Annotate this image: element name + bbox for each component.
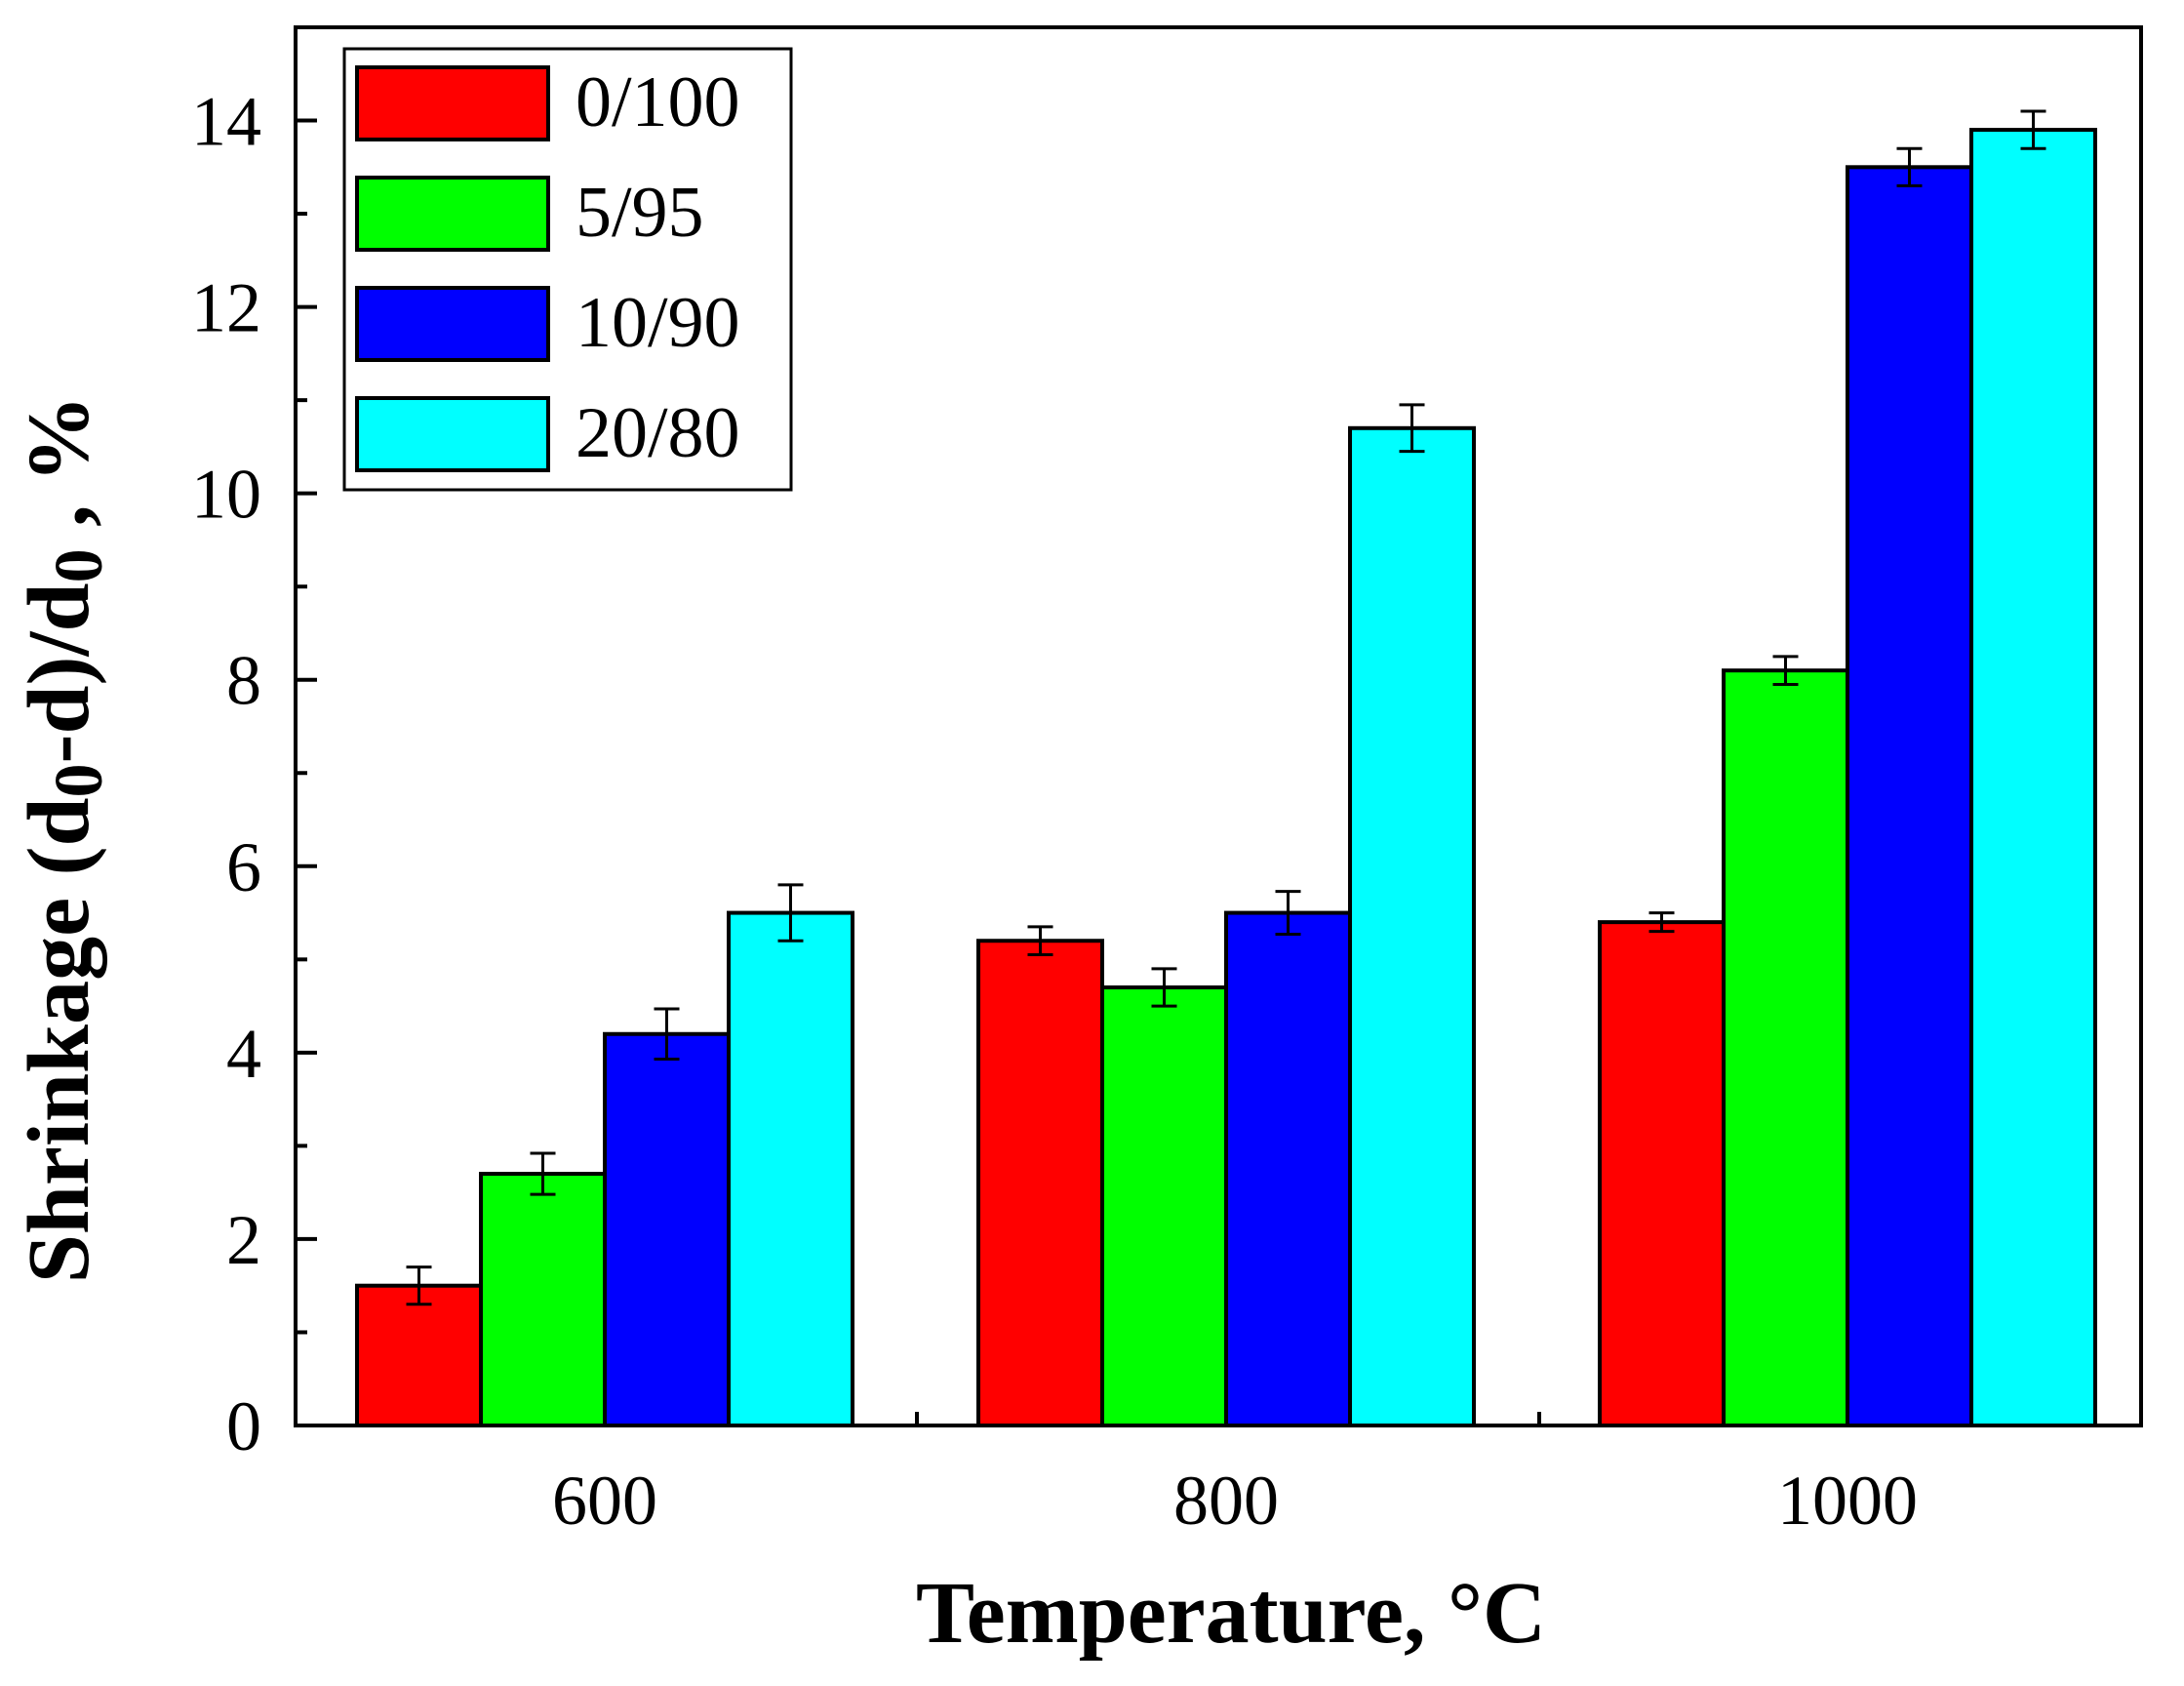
error-bar-20-80-800 [1399,403,1425,454]
bar-5-95-1000 [1722,668,1849,1427]
bar-0-100-1000 [1598,920,1726,1427]
y-tick-label: 0 [226,1387,261,1465]
legend-swatch-0-100 [355,65,550,141]
legend-swatch-20-80 [355,396,550,472]
x-tick-label-1000: 1000 [1777,1462,1918,1540]
y-axis-title: Shrinkage (d0-d)/d0 , % [11,395,117,1283]
bar-5-95-600 [479,1172,607,1428]
legend-label-20-80: 20/80 [576,393,740,473]
error-bar-10-90-1000 [1896,146,1923,187]
y-tick-label: 8 [226,642,261,720]
y-tick-label: 14 [191,83,261,161]
bar-20-80-1000 [1969,128,2097,1427]
error-bar-0-100-1000 [1648,911,1675,934]
bar-5-95-800 [1100,984,1228,1427]
legend-label-0-100: 0/100 [576,62,740,142]
bars-layer [355,128,2097,1428]
legend-label-10-90: 10/90 [576,283,740,363]
bar-20-80-600 [727,910,854,1427]
error-bar-5-95-1000 [1772,655,1799,687]
error-bars-layer [406,109,2046,1306]
error-bar-5-95-800 [1151,967,1177,1008]
error-bar-0-100-600 [406,1265,432,1306]
legend: 0/100 5/95 10/90 20/80 [342,47,793,492]
error-bar-10-90-600 [654,1007,680,1062]
y-tick-label: 12 [191,269,261,347]
legend-swatch-10-90 [355,286,550,362]
y-tick-label: 4 [226,1015,261,1093]
bar-10-90-600 [603,1031,731,1427]
y-tick-label: 2 [226,1201,261,1279]
x-tick-label-800: 800 [1173,1462,1279,1540]
x-axis-title: Temperature, °C [916,1565,1546,1662]
y-tick-label: 6 [226,828,261,906]
error-bar-5-95-600 [530,1151,556,1196]
bar-10-90-1000 [1846,165,1973,1427]
error-bar-20-80-1000 [2020,109,2046,150]
legend-label-5-95: 5/95 [576,173,704,253]
y-axis-title-group: Shrinkage (d0-d)/d0 , % [11,395,117,1283]
error-bar-20-80-600 [777,883,804,943]
x-tick-label-600: 600 [552,1462,657,1540]
bar-0-100-800 [976,939,1104,1428]
y-tick-label: 10 [191,456,261,534]
error-bar-10-90-800 [1275,890,1301,937]
plot-frame [294,25,2143,1427]
bar-0-100-600 [355,1283,483,1427]
error-bar-0-100-800 [1027,925,1053,957]
bar-20-80-800 [1348,425,1476,1427]
axes-layer: 0 2 4 6 8 10 12 14 600 800 1000 [191,25,2143,1540]
legend-swatch-5-95 [355,176,550,252]
bar-10-90-800 [1224,910,1352,1427]
